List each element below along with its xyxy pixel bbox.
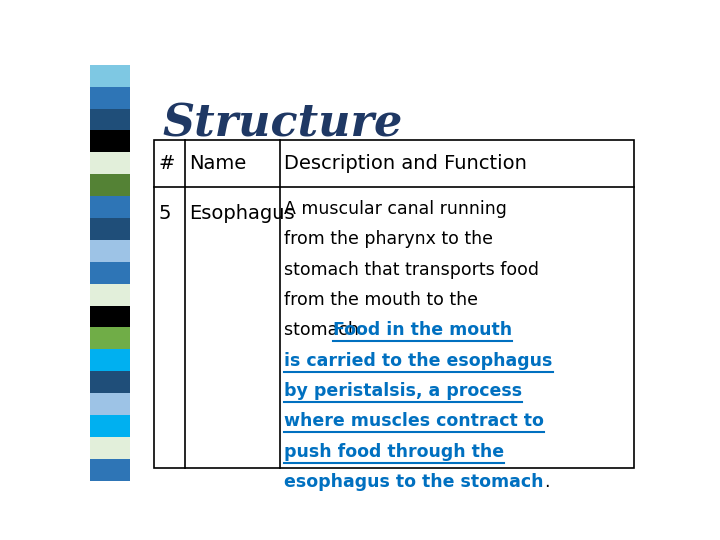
Text: is carried to the esophagus: is carried to the esophagus [284, 352, 552, 370]
Bar [90, 349, 130, 371]
Bar [90, 371, 130, 393]
Bar [90, 152, 130, 174]
Text: Esophagus: Esophagus [189, 204, 295, 223]
Text: by peristalsis, a process: by peristalsis, a process [284, 382, 522, 400]
Bar [90, 87, 130, 109]
Bar [90, 458, 130, 481]
Bar [90, 393, 130, 415]
Text: from the pharynx to the: from the pharynx to the [284, 230, 493, 248]
Bar [90, 240, 130, 262]
Bar [90, 174, 130, 196]
Bar [90, 415, 130, 437]
Text: stomach that transports food: stomach that transports food [284, 261, 539, 279]
Text: 5: 5 [158, 204, 171, 223]
Text: A muscular canal running: A muscular canal running [284, 200, 507, 218]
Text: where muscles contract to: where muscles contract to [284, 413, 544, 430]
Bar [90, 196, 130, 218]
Text: esophagus to the stomach: esophagus to the stomach [284, 473, 544, 491]
Text: from the mouth to the: from the mouth to the [284, 291, 478, 309]
Text: .: . [544, 473, 549, 491]
Bar [90, 131, 130, 152]
Bar [90, 437, 130, 458]
Bar [90, 65, 130, 87]
Bar [90, 109, 130, 131]
Text: Description and Function: Description and Function [284, 154, 527, 173]
Text: Name: Name [189, 154, 246, 173]
Text: Structure: Structure [163, 102, 403, 145]
Text: push food through the: push food through the [284, 443, 504, 461]
Bar [154, 140, 634, 468]
Bar [90, 284, 130, 306]
Text: stomach.: stomach. [284, 321, 370, 339]
Text: #: # [158, 154, 175, 173]
Bar [90, 218, 130, 240]
Bar [90, 327, 130, 349]
Text: Food in the mouth: Food in the mouth [333, 321, 513, 339]
Bar [90, 306, 130, 327]
Bar [90, 262, 130, 284]
